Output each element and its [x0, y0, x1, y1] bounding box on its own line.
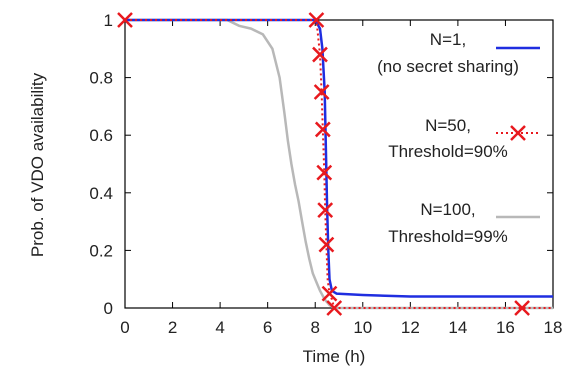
y-tick-label: 0.6: [89, 126, 113, 145]
x-tick-label: 4: [215, 318, 224, 337]
x-marker-stroke: [510, 125, 526, 141]
y-tick-label: 0.8: [89, 69, 113, 88]
x-axis-title: Time (h): [303, 347, 366, 366]
y-tick-label: 0: [104, 299, 113, 318]
legend-swatch-marker: [510, 125, 526, 141]
x-tick-label: 0: [120, 318, 129, 337]
x-tick-label: 16: [496, 318, 515, 337]
y-tick-label: 1: [104, 11, 113, 30]
x-marker-stroke: [312, 46, 328, 63]
legend: N=1, (no secret sharing) N=50, Threshold=90…: [377, 30, 540, 246]
x-marker-stroke: [326, 300, 343, 316]
y-axis-title: Prob. of VDO availability: [28, 72, 47, 257]
x-marker-stroke: [316, 164, 333, 181]
x-axis: 0 2 4 6 8 10 12 14 16 18: [120, 20, 562, 337]
series-2-marker: [117, 12, 133, 28]
series-2-marker: [321, 285, 338, 302]
legend-label: N=1,: [430, 30, 466, 49]
x-tick-label: 10: [353, 318, 372, 337]
y-axis: 0 0.2 0.4 0.6 0.8 1: [89, 11, 553, 318]
series-2-marker: [314, 121, 331, 138]
x-tick-label: 2: [168, 318, 177, 337]
series-2-marker: [313, 84, 330, 100]
series-line-3: [125, 18, 553, 310]
y-tick-label: 0.2: [89, 241, 113, 260]
series-2-marker: [317, 202, 334, 218]
x-tick-label: 8: [310, 318, 319, 337]
legend-label: Threshold=90%: [388, 142, 508, 161]
x-marker-stroke: [321, 285, 338, 302]
x-tick-label: 14: [448, 318, 467, 337]
series-line-1: [125, 18, 553, 298]
series-layer: [117, 12, 553, 316]
x-marker-stroke: [318, 236, 335, 253]
legend-label: Threshold=99%: [388, 227, 508, 246]
series-2-marker: [318, 236, 335, 253]
legend-label: (no secret sharing): [377, 57, 519, 76]
x-marker-stroke: [317, 202, 334, 218]
y-tick-label: 0.4: [89, 184, 113, 203]
x-marker-stroke: [313, 84, 330, 100]
x-marker-stroke: [314, 121, 331, 138]
x-marker-stroke: [308, 12, 325, 28]
x-tick-label: 6: [263, 318, 272, 337]
series-2-marker: [316, 164, 333, 181]
x-tick-label: 18: [544, 318, 563, 337]
series-2-marker: [514, 300, 530, 316]
series-2-marker: [326, 300, 343, 316]
series-2-marker: [312, 46, 328, 63]
x-marker-stroke: [117, 12, 133, 28]
legend-label: N=100,: [420, 200, 475, 219]
x-tick-label: 12: [401, 318, 420, 337]
x-marker-stroke: [514, 300, 530, 316]
legend-label: N=50,: [425, 116, 471, 135]
series-2-marker: [308, 12, 325, 28]
